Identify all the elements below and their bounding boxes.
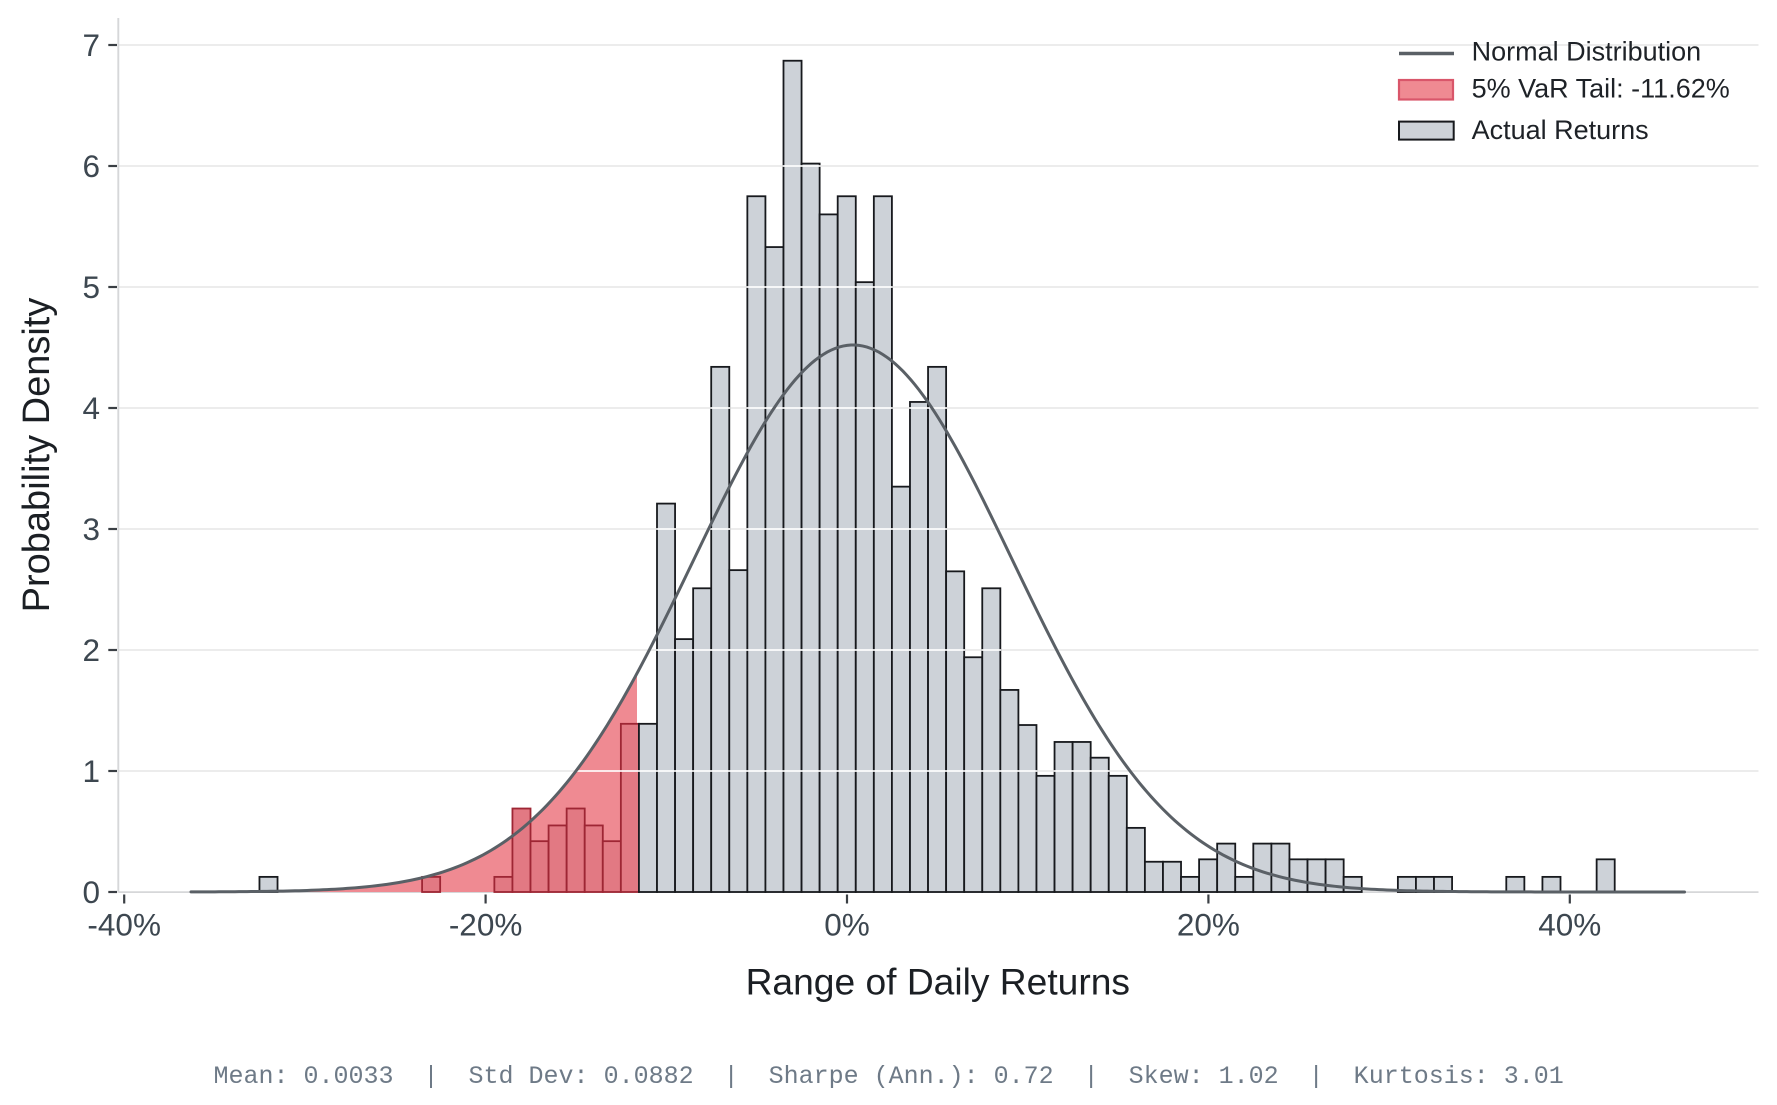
svg-text:3: 3 (82, 511, 100, 547)
svg-text:Normal Distribution: Normal Distribution (1472, 37, 1702, 67)
svg-text:7: 7 (82, 27, 100, 63)
svg-text:1: 1 (82, 753, 100, 789)
svg-text:5% VaR Tail: -11.62%: 5% VaR Tail: -11.62% (1472, 74, 1730, 104)
svg-text:4: 4 (82, 390, 100, 426)
svg-text:0: 0 (82, 874, 100, 910)
svg-text:6: 6 (82, 148, 100, 184)
svg-text:Actual Returns: Actual Returns (1472, 115, 1649, 145)
svg-text:-20%: -20% (449, 907, 523, 943)
svg-text:Probability Density: Probability Density (16, 298, 58, 613)
svg-text:2: 2 (82, 632, 100, 668)
svg-text:20%: 20% (1177, 907, 1240, 943)
svg-text:-40%: -40% (87, 907, 161, 943)
svg-text:0%: 0% (824, 907, 870, 943)
svg-text:Range of Daily Returns: Range of Daily Returns (746, 961, 1130, 1003)
svg-text:5: 5 (82, 269, 100, 305)
svg-text:40%: 40% (1538, 907, 1601, 943)
svg-text:Mean: 0.0033 | Std Dev: 0.08: Mean: 0.0033 | Std Dev: 0.0882 | Sharpe … (214, 1062, 1564, 1091)
